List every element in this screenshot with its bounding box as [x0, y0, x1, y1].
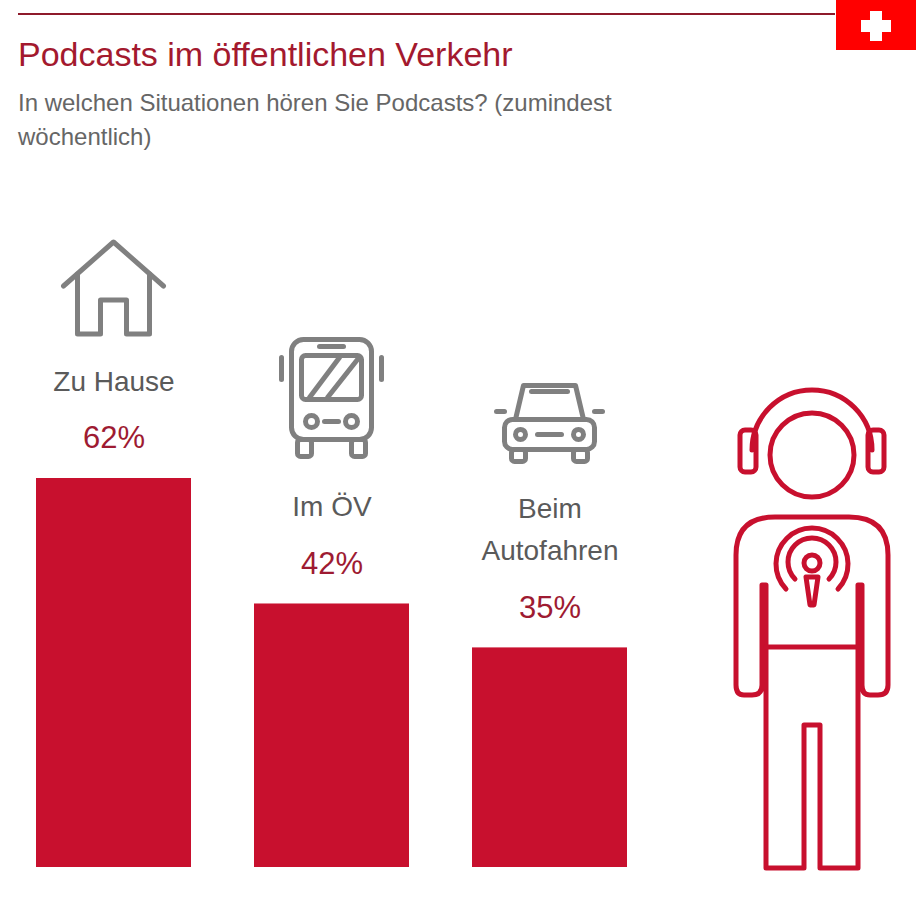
html-text:In welchen Situationen hören S: In welchen Situationen hören Sie Podcast… — [18, 89, 612, 150]
svg-text:Im ÖV: Im ÖV — [292, 491, 372, 522]
svg-text:BeimAutofahren: BeimAutofahren — [482, 493, 619, 566]
svg-text:Zu Hause: Zu Hause — [53, 366, 174, 397]
svg-text:35%: 35% — [519, 590, 581, 625]
html-text:Podcasts im öffentlichen Verke: Podcasts im öffentlichen Verkehr — [18, 35, 513, 73]
svg-text:62%: 62% — [83, 420, 145, 455]
svg-text:42%: 42% — [301, 546, 363, 581]
